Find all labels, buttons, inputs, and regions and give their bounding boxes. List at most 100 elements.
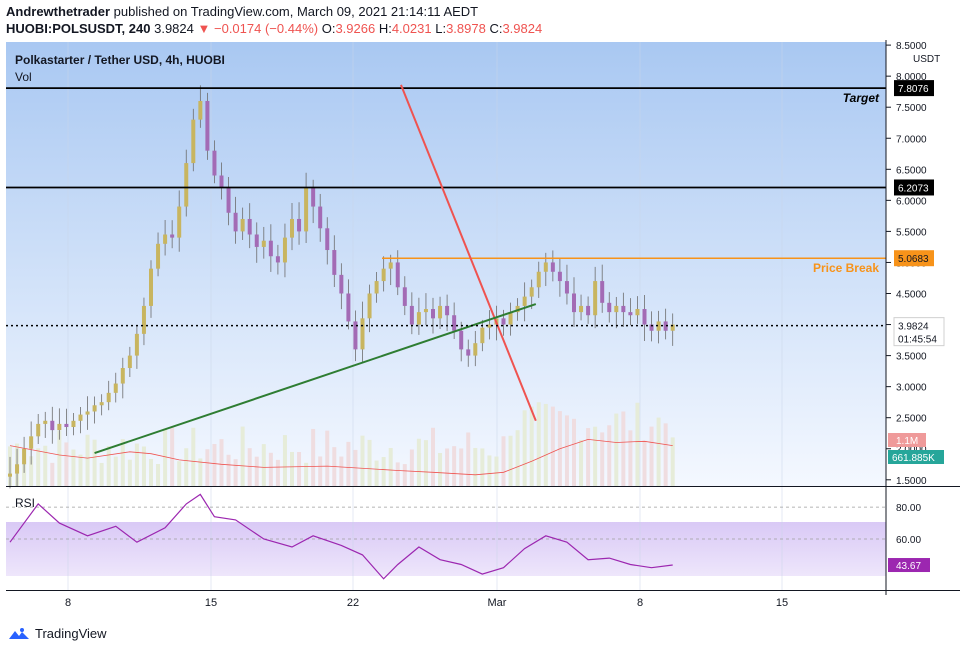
countdown-label: 01:45:54	[898, 335, 937, 346]
price-tick-label: 3.5000	[896, 352, 927, 363]
volume-bar	[71, 449, 76, 486]
candle-body	[360, 318, 365, 350]
volume-bar	[290, 451, 294, 486]
volume-bar	[134, 443, 139, 486]
volume-bar	[57, 430, 62, 486]
candle-body	[346, 293, 351, 322]
candle-body	[423, 309, 428, 313]
volume-tag	[888, 433, 926, 447]
volume-bar	[346, 441, 351, 486]
high-label: H:	[378, 21, 392, 36]
candle-body	[374, 281, 379, 294]
symbol: HUOBI:POLSUSDT, 240	[6, 21, 151, 36]
volume-bar	[593, 426, 598, 486]
x-tick-label: 15	[776, 597, 788, 609]
volume-bar	[529, 406, 534, 486]
volume-bar	[466, 432, 471, 486]
volume-bar	[50, 462, 55, 486]
candle-body	[564, 281, 569, 294]
candle-body	[170, 234, 175, 238]
candle-body	[579, 305, 584, 313]
candle-body	[593, 281, 598, 316]
candle-body	[261, 240, 266, 247]
candle-body	[127, 355, 132, 369]
volume-bar	[564, 415, 569, 486]
current-price-label: 3.9824	[898, 322, 929, 333]
candle-body	[15, 464, 20, 474]
candle-body	[50, 420, 55, 431]
level-axis-tag	[894, 179, 934, 196]
candle-body	[240, 218, 245, 232]
candle-body	[134, 333, 139, 356]
descending-trendline	[400, 84, 537, 422]
volume-bar	[438, 453, 443, 486]
candle-body	[282, 237, 287, 263]
candle-body	[36, 423, 41, 437]
candle-body	[607, 302, 612, 313]
volume-bar	[452, 446, 457, 486]
price-tick-label: 3.0000	[896, 383, 927, 394]
publish-info: Andrewthetrader published on TradingView…	[6, 4, 478, 19]
tradingview-logo[interactable]: TradingView	[8, 626, 107, 641]
volume-bar	[445, 448, 450, 486]
volume-bar	[64, 442, 69, 486]
ascending-trendline	[94, 303, 537, 455]
volume-bar	[212, 443, 217, 486]
candle-body	[254, 234, 259, 247]
volume-bar	[621, 411, 626, 486]
price-break-text: Price Break	[813, 261, 879, 275]
volume-bar	[550, 406, 555, 486]
volume-bar	[240, 426, 245, 486]
volume-bar	[106, 446, 111, 486]
candle-body	[409, 305, 414, 325]
volume-bar	[339, 456, 344, 486]
volume-bar	[543, 403, 548, 486]
x-tick-label: 8	[637, 597, 643, 609]
volume-bar	[480, 448, 485, 486]
candle-body	[332, 250, 337, 275]
candle-body	[268, 240, 273, 257]
volume-tag-label: 1.1M	[896, 436, 918, 447]
price-tick-label: 8.5000	[896, 41, 927, 52]
candle-body	[416, 312, 421, 325]
candle-body	[92, 405, 97, 412]
ohlc-line: HUOBI:POLSUSDT, 240 3.9824 ▼ −0.0174 (−0…	[6, 21, 542, 36]
volume-bar	[36, 448, 41, 486]
volume-bar	[586, 428, 591, 486]
candle-body	[388, 262, 393, 269]
volume-bar	[85, 434, 90, 486]
candle-body	[487, 324, 492, 328]
candle-body	[163, 234, 168, 244]
volume-bar	[325, 430, 330, 486]
volume-bar	[304, 462, 309, 486]
candle-body	[536, 271, 541, 288]
price-tick-label: 2.5000	[896, 414, 927, 425]
candle-body	[438, 305, 443, 319]
candle-body	[233, 212, 238, 232]
candle-body	[247, 218, 252, 235]
level-axis-label: 6.2073	[898, 183, 929, 194]
candle-body	[99, 402, 104, 406]
price-tick-label: 4.5000	[896, 289, 927, 300]
open-label: O:	[321, 21, 336, 36]
volume-bar	[268, 452, 273, 486]
volume-bar	[409, 449, 414, 486]
volume-bar	[572, 418, 576, 486]
volume-bar	[459, 448, 464, 486]
price-tick-label: 7.5000	[896, 103, 927, 114]
volume-bar	[381, 457, 386, 486]
volume-bar	[226, 454, 231, 486]
volume-bar	[670, 437, 675, 486]
candle-body	[367, 293, 372, 319]
volume-bar	[494, 456, 499, 486]
candle-body	[219, 175, 224, 188]
candle-body	[353, 321, 358, 350]
level-axis-label: 7.8076	[898, 84, 929, 95]
volume-bar	[416, 438, 421, 486]
rsi-tick-label: 80.00	[896, 503, 921, 514]
volume-bar	[656, 417, 661, 486]
volume-bars	[8, 402, 675, 486]
candle-body	[297, 218, 302, 232]
candle-body	[71, 420, 76, 428]
